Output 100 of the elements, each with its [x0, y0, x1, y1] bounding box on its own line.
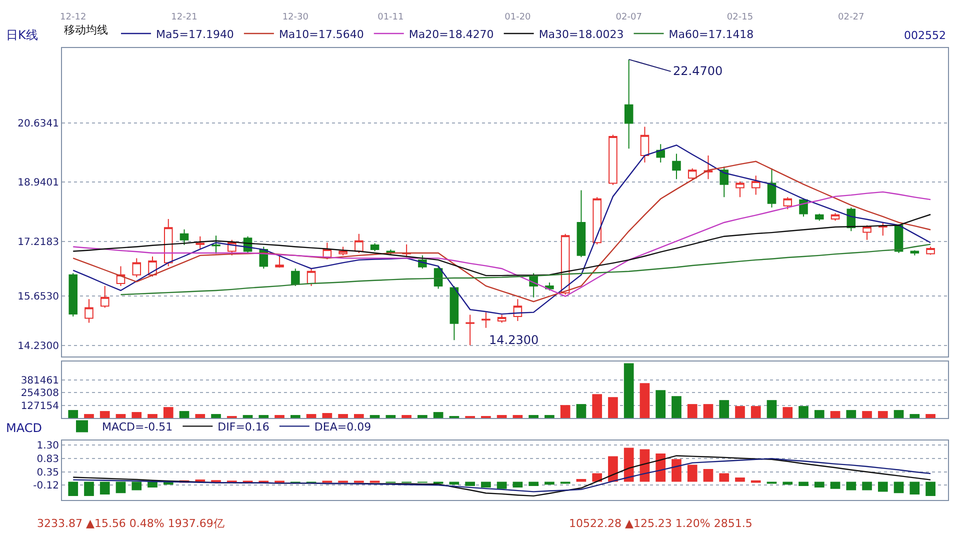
annotation: 22.4700	[673, 64, 723, 78]
candlestick	[767, 168, 776, 208]
bar	[512, 482, 523, 488]
bar	[544, 482, 554, 485]
candlestick	[291, 268, 300, 286]
candlestick	[576, 190, 586, 258]
candlestick	[736, 181, 744, 198]
bar	[798, 482, 808, 486]
bar	[370, 415, 380, 418]
bar	[926, 414, 936, 418]
candlestick	[354, 233, 364, 254]
bar	[640, 449, 650, 482]
bar	[846, 410, 856, 418]
x-tick-label: 02-27	[838, 12, 864, 22]
candlestick	[862, 224, 872, 240]
bar	[830, 411, 840, 418]
candlestick	[370, 242, 380, 252]
bar	[84, 482, 94, 496]
y-tick-label: 1.30	[36, 440, 59, 452]
bar	[910, 482, 920, 495]
bar	[782, 482, 793, 485]
legend-label: Ma30=18.0023	[538, 28, 624, 41]
bar	[528, 415, 538, 418]
x-tick-label: 12-21	[171, 12, 198, 22]
bar	[862, 482, 872, 490]
y-tick-label: 0.35	[36, 467, 59, 478]
bar	[894, 410, 904, 418]
bar	[338, 414, 348, 418]
legend-label: DEA=0.09	[314, 420, 372, 434]
bar	[116, 482, 126, 494]
x-tick-label: 02-07	[616, 12, 642, 22]
candlestick	[450, 285, 459, 341]
candlestick	[592, 196, 602, 245]
bar	[306, 414, 316, 418]
candlestick	[815, 213, 824, 222]
candlestick	[68, 272, 78, 317]
candlestick	[688, 168, 697, 180]
bar	[735, 478, 745, 482]
bar	[100, 482, 110, 495]
candlestick	[497, 314, 506, 324]
candlestick	[640, 126, 650, 163]
bar	[148, 482, 158, 488]
y-tick-label: 0.83	[36, 454, 59, 465]
legend-label: MACD=-0.51	[102, 420, 173, 434]
bar	[735, 406, 745, 418]
bar	[576, 404, 586, 418]
candlestick	[751, 175, 760, 196]
candlestick	[466, 314, 474, 346]
candlestick	[656, 144, 665, 163]
chart-title: 日K线	[6, 28, 38, 42]
y-tick-label: 127154	[20, 400, 59, 412]
candlestick	[608, 134, 618, 186]
x-tick-label: 02-15	[726, 12, 754, 22]
bar	[878, 482, 888, 492]
candlestick	[164, 218, 173, 267]
bar	[242, 415, 253, 418]
bar	[576, 478, 586, 482]
bar	[68, 482, 78, 496]
legend-label: Ma20=18.4270	[408, 28, 494, 41]
bar	[402, 415, 412, 418]
bar	[910, 414, 920, 418]
candlestick	[132, 258, 142, 278]
bar	[782, 407, 793, 418]
bar	[163, 407, 174, 418]
candlestick	[513, 298, 522, 322]
legend-title: 移动均线	[64, 23, 108, 36]
bar	[84, 414, 94, 418]
annotation: 14.2300	[489, 333, 539, 347]
bar	[624, 448, 634, 482]
bar	[132, 482, 142, 490]
text: 3233.87 ▲15.56 0.48% 1937.69亿	[37, 517, 224, 530]
bar	[830, 482, 840, 489]
bar	[862, 411, 872, 418]
bar	[132, 412, 142, 418]
y-tick-label: 17.2183	[18, 237, 59, 248]
bar	[322, 413, 332, 418]
bar	[926, 482, 936, 496]
bar	[687, 464, 698, 482]
y-tick-label: 381461	[20, 376, 59, 387]
bar	[592, 394, 602, 418]
bar	[528, 482, 538, 486]
bar	[100, 411, 110, 418]
bar	[814, 410, 824, 418]
line-series	[72, 214, 932, 276]
y-tick-label: 18.9401	[18, 177, 59, 188]
bar	[481, 482, 491, 488]
candlestick	[672, 153, 681, 180]
bar	[624, 363, 634, 418]
bar	[258, 415, 269, 418]
x-tick-label: 01-11	[378, 12, 404, 22]
x-tick-label: 01-20	[504, 12, 532, 22]
bar	[116, 414, 126, 418]
candlestick	[482, 312, 490, 328]
bar	[68, 410, 78, 418]
chart-subtitle: 002552	[904, 29, 946, 42]
bar	[496, 415, 507, 418]
bar	[719, 473, 730, 482]
bar	[179, 411, 190, 418]
candlestick	[84, 298, 94, 324]
bar	[418, 415, 428, 418]
